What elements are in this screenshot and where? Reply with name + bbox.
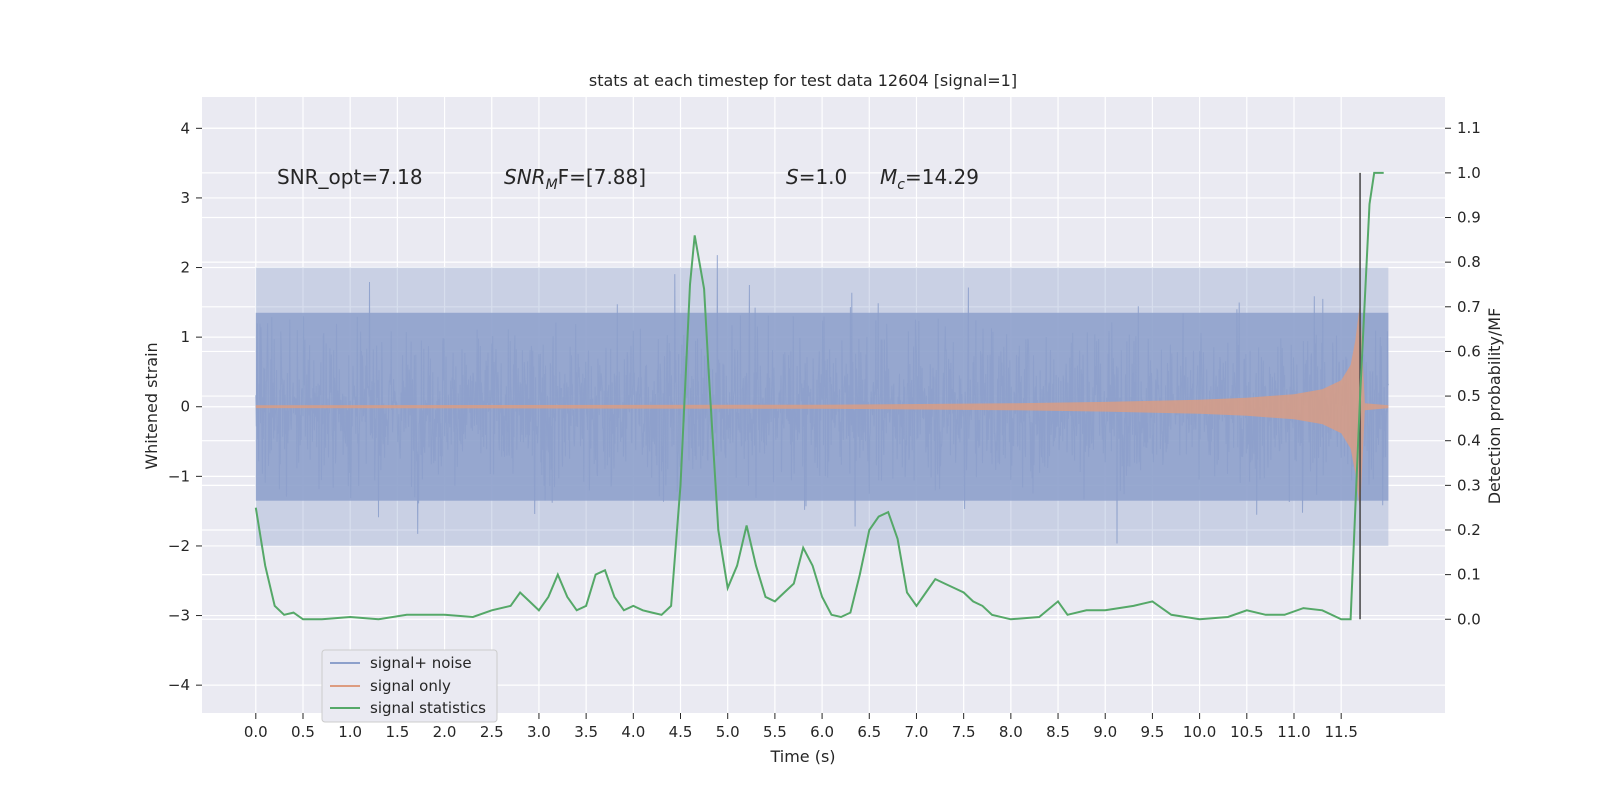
x-tick-label: 7.5 bbox=[952, 723, 976, 741]
x-tick-label: 11.5 bbox=[1324, 723, 1357, 741]
y2-tick-label: 0.6 bbox=[1457, 342, 1481, 360]
x-tick-label: 0.0 bbox=[244, 723, 268, 741]
x-tick-label: 5.5 bbox=[763, 723, 787, 741]
y2-tick-label: 0.8 bbox=[1457, 253, 1481, 271]
x-tick-label: 9.0 bbox=[1093, 723, 1117, 741]
annotation-mc-sub: c bbox=[897, 177, 905, 193]
x-tick-label: 1.0 bbox=[338, 723, 362, 741]
y-tick-label: −4 bbox=[168, 676, 190, 694]
legend-label-signal-noise: signal+ noise bbox=[370, 654, 472, 672]
x-tick-label: 10.0 bbox=[1183, 723, 1216, 741]
legend-label-signal-only: signal only bbox=[370, 677, 451, 695]
y-tick-label: −2 bbox=[168, 537, 190, 555]
annotation-snr-mf-rest: F=[7.88] bbox=[558, 165, 646, 189]
axis-ticks: 0.0 0.5 1.0 1.5 2.0 2.5 3.0 3.5 4.0 4.5 5.0 5.5 6.0 6… bbox=[168, 119, 1481, 741]
series-signal-only bbox=[255, 302, 1389, 512]
annotation-mc-rest: =14.29 bbox=[905, 165, 979, 189]
legend-label-signal-statistics: signal statistics bbox=[370, 699, 486, 717]
y2-tick-label: 0.4 bbox=[1457, 432, 1481, 450]
annotation-snr-mf: SNRMF=[7.88] bbox=[504, 165, 646, 193]
x-tick-label: 2.0 bbox=[433, 723, 457, 741]
x-tick-label: 11.0 bbox=[1277, 723, 1310, 741]
x-tick-label: 2.5 bbox=[480, 723, 504, 741]
y2-axis-label: Detection probability/MF bbox=[1485, 308, 1504, 505]
series-signal-noise-line bbox=[255, 255, 1389, 544]
y2-tick-label: 0.1 bbox=[1457, 566, 1481, 584]
y2-tick-label: 0.2 bbox=[1457, 521, 1481, 539]
y2-tick-label: 0.3 bbox=[1457, 476, 1481, 494]
annotation-s-rest: =1.0 bbox=[799, 165, 848, 189]
y-tick-label: 0 bbox=[180, 398, 190, 416]
y-tick-label: 1 bbox=[180, 328, 190, 346]
annotations: SNR_opt=7.18 SNRMF=[7.88] S=1.0 Mc=14.29 bbox=[277, 165, 979, 193]
legend: signal+ noise signal only signal statist… bbox=[321, 649, 498, 723]
y2-tick-label: 0.9 bbox=[1457, 209, 1481, 227]
annotation-snr-opt: SNR_opt=7.18 bbox=[277, 165, 423, 189]
x-tick-label: 1.5 bbox=[385, 723, 409, 741]
annotation-snr-mf-main: SNR bbox=[504, 165, 546, 189]
y-tick-label: −3 bbox=[168, 607, 190, 625]
chart-title: stats at each timestep for test data 126… bbox=[589, 71, 1017, 90]
y2-tick-label: 1.1 bbox=[1457, 119, 1481, 137]
legend-box bbox=[321, 649, 498, 723]
x-tick-label: 3.0 bbox=[527, 723, 551, 741]
x-tick-label: 4.5 bbox=[669, 723, 693, 741]
y-tick-label: 3 bbox=[180, 189, 190, 207]
annotation-mc: Mc=14.29 bbox=[880, 165, 979, 193]
y2-tick-label: 1.0 bbox=[1457, 164, 1481, 182]
plot-layer: 0.0 0.5 1.0 1.5 2.0 2.5 3.0 3.5 4.0 4.5 5.0 5.5 6.0 6… bbox=[168, 97, 1481, 741]
annotation-s-main: S bbox=[786, 165, 799, 189]
y2-tick-label: 0.5 bbox=[1457, 387, 1481, 405]
y2-tick-label: 0.0 bbox=[1457, 610, 1481, 628]
x-tick-label: 3.5 bbox=[574, 723, 598, 741]
x-tick-label: 0.5 bbox=[291, 723, 315, 741]
series-signal-statistics bbox=[254, 171, 1384, 621]
y-tick-label: 2 bbox=[180, 259, 190, 277]
x-tick-label: 6.5 bbox=[857, 723, 881, 741]
x-tick-label: 9.5 bbox=[1140, 723, 1164, 741]
x-tick-label: 5.0 bbox=[716, 723, 740, 741]
y2-tick-label: 0.7 bbox=[1457, 298, 1481, 316]
x-tick-label: 7.0 bbox=[905, 723, 929, 741]
x-tick-label: 4.0 bbox=[621, 723, 645, 741]
y-axis-label: Whitened strain bbox=[142, 342, 161, 469]
y-tick-label: 4 bbox=[180, 119, 190, 137]
x-axis-label: Time (s) bbox=[769, 747, 835, 766]
x-tick-label: 10.5 bbox=[1230, 723, 1263, 741]
x-tick-label: 8.5 bbox=[1046, 723, 1070, 741]
annotation-s: S=1.0 bbox=[786, 165, 847, 189]
x-tick-label: 6.0 bbox=[810, 723, 834, 741]
annotation-mc-main: M bbox=[880, 165, 897, 189]
y-tick-label: −1 bbox=[168, 467, 190, 485]
annotation-snr-mf-sub: M bbox=[546, 177, 558, 193]
x-tick-label: 8.0 bbox=[999, 723, 1023, 741]
